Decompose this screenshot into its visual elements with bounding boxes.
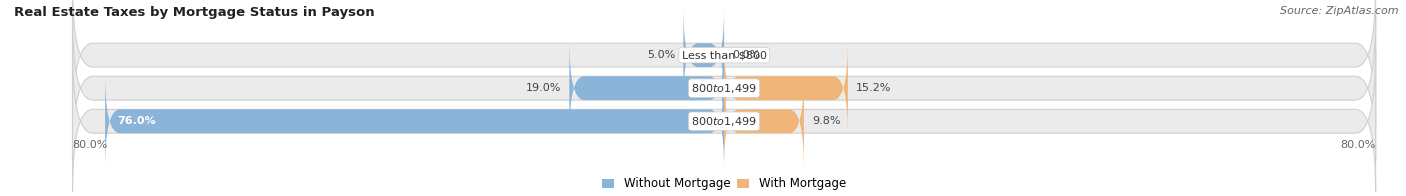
- Text: Source: ZipAtlas.com: Source: ZipAtlas.com: [1281, 6, 1399, 16]
- FancyBboxPatch shape: [73, 51, 1375, 192]
- Text: 80.0%: 80.0%: [1340, 141, 1375, 151]
- Text: $800 to $1,499: $800 to $1,499: [692, 115, 756, 128]
- FancyBboxPatch shape: [724, 74, 804, 169]
- Text: 19.0%: 19.0%: [526, 83, 561, 93]
- FancyBboxPatch shape: [73, 17, 1375, 159]
- Text: 76.0%: 76.0%: [117, 116, 156, 126]
- Text: 15.2%: 15.2%: [856, 83, 891, 93]
- Legend: Without Mortgage, With Mortgage: Without Mortgage, With Mortgage: [602, 177, 846, 190]
- Text: 5.0%: 5.0%: [647, 50, 675, 60]
- FancyBboxPatch shape: [73, 0, 1375, 126]
- Text: 9.8%: 9.8%: [813, 116, 841, 126]
- FancyBboxPatch shape: [683, 7, 724, 103]
- Text: Real Estate Taxes by Mortgage Status in Payson: Real Estate Taxes by Mortgage Status in …: [14, 6, 374, 19]
- Text: Less than $800: Less than $800: [682, 50, 766, 60]
- FancyBboxPatch shape: [569, 41, 724, 136]
- Text: 0.0%: 0.0%: [733, 50, 761, 60]
- Text: 80.0%: 80.0%: [73, 141, 108, 151]
- FancyBboxPatch shape: [724, 41, 848, 136]
- FancyBboxPatch shape: [105, 74, 724, 169]
- Text: $800 to $1,499: $800 to $1,499: [692, 82, 756, 95]
